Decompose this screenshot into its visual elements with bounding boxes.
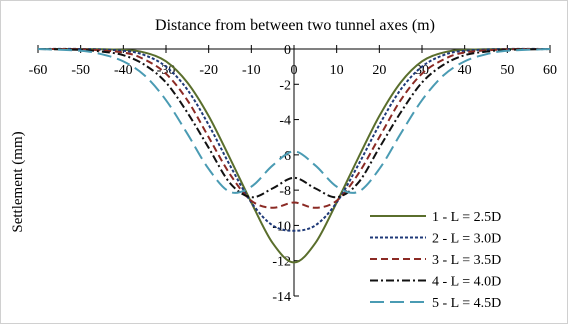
x-tick-label: -20 [199,63,218,78]
legend-label-3: 3 - L = 3.5D [432,253,501,268]
y-tick-label: -10 [272,219,291,234]
y-tick-label: -4 [279,114,291,129]
y-tick-label: 0 [284,43,291,58]
legend-label-5: 5 - L = 4.5D [432,296,501,311]
x-tick-label: -30 [157,63,176,78]
series-line-3 [37,47,551,209]
x-tick-label: -10 [242,63,261,78]
x-tick-label: 60 [543,63,557,78]
series-lines [37,47,551,264]
x-tick-label: 40 [458,63,472,78]
legend-label-2: 2 - L = 3.0D [432,232,501,247]
y-tick-label: -8 [279,184,291,199]
x-tick-label: -50 [71,63,90,78]
y-tick-label: -12 [272,255,291,270]
x-tick-label: 20 [372,63,386,78]
y-axis-label: Settlement (mm) [10,131,26,232]
y-tick-label: -14 [272,290,291,305]
x-tick-label: 30 [415,63,429,78]
y-tick-label: -2 [279,78,291,93]
x-tick-label: -60 [29,63,48,78]
series-line-5 [37,48,551,194]
legend-label-4: 4 - L = 4.0D [432,275,501,290]
series-line-2 [37,47,551,232]
series-line-1 [37,47,551,264]
x-tick-label: -40 [114,63,133,78]
legend-label-1: 1 - L = 2.5D [432,210,501,225]
y-tick-label: -6 [279,149,291,164]
chart-title: Distance from between two tunnel axes (m… [155,17,435,34]
x-tick-label: 10 [330,63,344,78]
x-tick-label: 50 [500,63,514,78]
series-line-4 [37,48,551,199]
legend: 1 - L = 2.5D 2 - L = 3.0D 3 - L = 3.5D 4 - … [370,210,501,311]
